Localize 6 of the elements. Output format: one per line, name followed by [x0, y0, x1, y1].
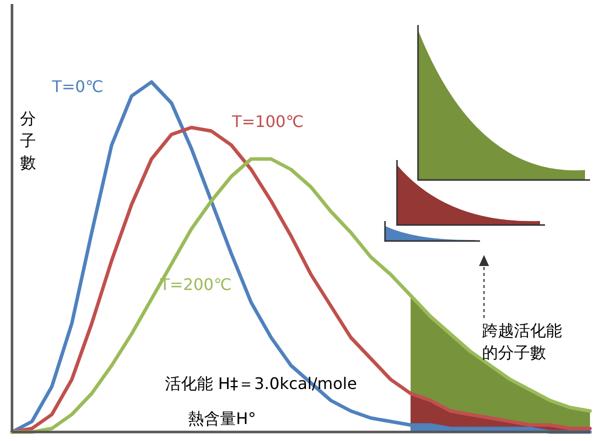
- y-axis-title: 分子數: [20, 109, 36, 172]
- series-label: T=200℃: [159, 275, 232, 294]
- series-label: T=100℃: [231, 112, 304, 131]
- x-axis-title: 熱含量H°: [188, 409, 256, 428]
- annotation: 跨越活化能的分子數: [482, 321, 562, 362]
- series-label: T=0℃: [51, 77, 104, 96]
